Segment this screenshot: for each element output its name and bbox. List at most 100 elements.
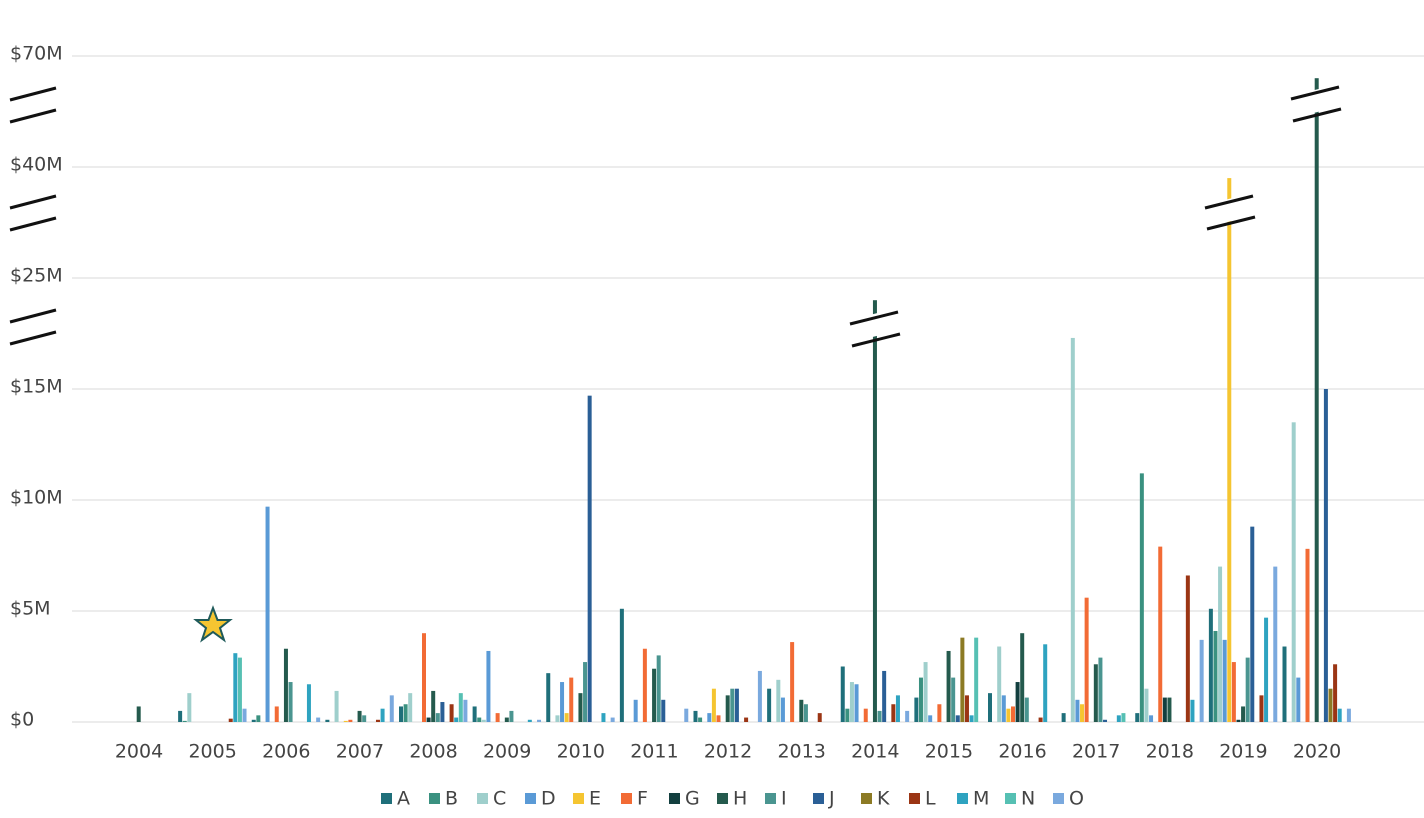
legend-label: N xyxy=(1021,788,1035,810)
bar xyxy=(1001,695,1006,722)
bar xyxy=(306,684,311,722)
legend-label: G xyxy=(685,788,700,810)
bar xyxy=(182,720,187,722)
bar xyxy=(790,642,795,722)
bar xyxy=(399,706,403,722)
bar xyxy=(251,719,256,722)
bar-break-gap xyxy=(848,308,902,342)
bar xyxy=(1043,644,1048,722)
x-tick-label: 2012 xyxy=(704,741,752,763)
bar xyxy=(555,715,560,722)
axis-break xyxy=(9,86,57,102)
legend-label: A xyxy=(397,788,410,810)
bar xyxy=(1158,546,1163,722)
x-tick-label: 2018 xyxy=(1146,741,1194,763)
bar xyxy=(652,668,657,722)
bar xyxy=(458,693,463,722)
bar xyxy=(1098,657,1103,722)
bar xyxy=(136,706,141,722)
x-tick-label: 2010 xyxy=(557,741,605,763)
bar xyxy=(426,717,431,722)
bar xyxy=(1328,688,1333,722)
bar xyxy=(601,713,606,722)
bar xyxy=(527,719,532,722)
x-tick-label: 2016 xyxy=(998,741,1046,763)
legend-swatch xyxy=(669,793,680,804)
bar xyxy=(504,717,509,722)
bar xyxy=(348,719,353,722)
legend-label: O xyxy=(1069,788,1084,810)
bar xyxy=(481,719,486,722)
bar xyxy=(633,699,638,722)
bar xyxy=(955,715,960,722)
x-tick-label: 2009 xyxy=(483,741,531,763)
bar xyxy=(1006,708,1011,722)
bar xyxy=(757,670,762,722)
bar xyxy=(882,670,887,722)
legend-label: I xyxy=(781,788,787,810)
bar xyxy=(656,655,661,722)
y-tick-label: $5M xyxy=(10,598,51,620)
axis-break xyxy=(9,194,57,210)
bar xyxy=(716,715,721,722)
bar xyxy=(316,717,321,722)
bar xyxy=(1024,697,1029,722)
legend-label: M xyxy=(973,788,989,810)
bar xyxy=(1144,688,1149,722)
bar-break xyxy=(1290,85,1340,101)
bar xyxy=(840,666,845,722)
bar xyxy=(1185,575,1190,722)
bar xyxy=(537,719,542,722)
bar xyxy=(509,710,514,722)
legend-label: L xyxy=(925,788,936,810)
x-tick-label: 2007 xyxy=(336,741,384,763)
bar xyxy=(1061,713,1066,722)
bar xyxy=(1282,646,1287,722)
bar xyxy=(1273,566,1278,722)
bar xyxy=(905,710,910,722)
bar xyxy=(918,677,923,722)
bar xyxy=(817,713,822,722)
bar xyxy=(988,693,992,722)
bar xyxy=(923,662,928,722)
bar xyxy=(560,682,565,722)
bar xyxy=(1245,657,1250,722)
bar xyxy=(845,708,850,722)
bar xyxy=(744,717,749,722)
y-tick-label: $70M xyxy=(10,43,63,65)
bar xyxy=(288,682,293,722)
bar xyxy=(619,608,624,722)
bar xyxy=(1190,699,1195,722)
bar xyxy=(1305,548,1310,722)
bar xyxy=(877,710,882,722)
legend-swatch xyxy=(861,793,872,804)
bar xyxy=(776,679,781,722)
bar xyxy=(343,720,348,722)
bar xyxy=(1333,664,1338,722)
bar xyxy=(1093,664,1098,722)
bar xyxy=(1011,706,1015,722)
legend-swatch xyxy=(909,793,920,804)
bar xyxy=(1199,639,1204,722)
bar xyxy=(228,718,233,722)
bar xyxy=(1241,706,1246,722)
bar xyxy=(463,699,468,722)
y-tick-label: $15M xyxy=(10,376,63,398)
axis-break xyxy=(9,330,57,346)
bar xyxy=(486,650,491,722)
x-tick-label: 2011 xyxy=(630,741,678,763)
bar xyxy=(946,650,951,722)
y-tick-label: $40M xyxy=(10,154,63,176)
bar xyxy=(964,695,969,722)
bar xyxy=(583,662,588,722)
bar xyxy=(1291,422,1296,722)
x-tick-label: 2013 xyxy=(777,741,825,763)
bar xyxy=(642,648,647,722)
bar xyxy=(799,699,804,722)
bar-break xyxy=(1292,107,1342,123)
bar-break xyxy=(1206,215,1256,231)
bar xyxy=(1218,566,1223,722)
bar xyxy=(1139,473,1144,722)
bar xyxy=(233,653,238,722)
